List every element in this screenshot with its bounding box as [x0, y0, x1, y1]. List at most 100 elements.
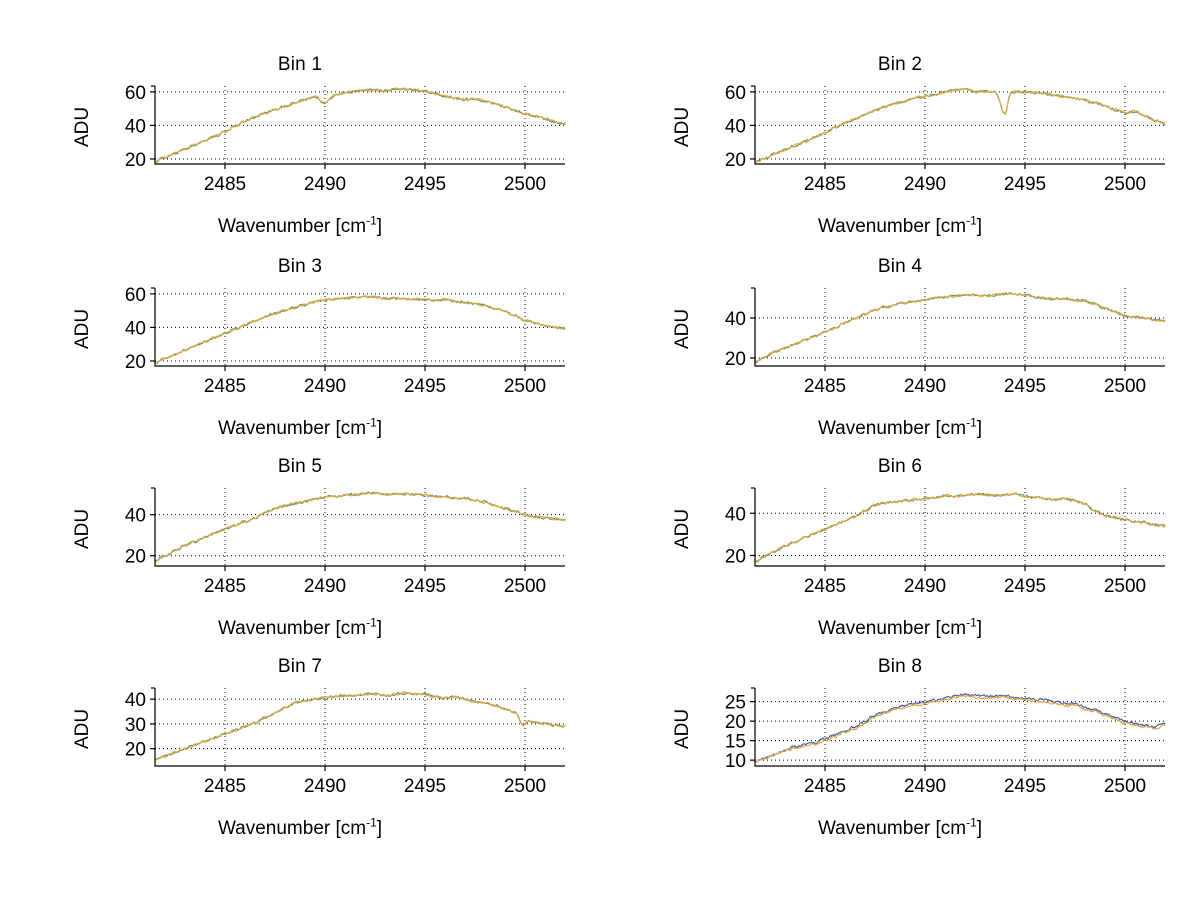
y-tick-label: 20 [125, 547, 146, 568]
x-tick-label: 2500 [504, 776, 546, 797]
x-tick-label: 2495 [404, 174, 446, 195]
y-tick-label: 20 [725, 349, 746, 370]
x-axis-label-exponent: -1 [966, 615, 977, 630]
y-axis-label: ADU [72, 106, 93, 147]
y-axis-label: ADU [672, 308, 693, 349]
y-axis-label: ADU [72, 508, 93, 549]
y-tick-label: 40 [725, 504, 746, 525]
x-axis-label-suffix: ] [376, 618, 383, 639]
x-axis-label-exponent: -1 [966, 213, 977, 228]
data-series-trace-blue [754, 693, 1166, 763]
axis-lines [154, 86, 565, 165]
panel-title: Bin 7 [277, 656, 323, 677]
x-tick-label: 2490 [304, 576, 346, 597]
x-axis-label: Wavenumber [cm-1] [600, 615, 1200, 640]
x-tick-label: 2495 [404, 776, 446, 797]
subplot-panel-7: Bin 7 ADU Wavenumber [cm-1] 2485 2490 2495 250… [0, 650, 600, 855]
data-series-trace-green [154, 691, 566, 762]
y-tick-label: 10 [725, 751, 746, 772]
y-tick-label: 40 [725, 116, 746, 137]
x-axis-label-suffix: ] [376, 818, 383, 839]
x-tick-label: 2500 [504, 174, 546, 195]
y-axis-label: ADU [672, 508, 693, 549]
y-tick-label: 60 [725, 83, 746, 104]
x-axis-label-exponent: -1 [366, 415, 377, 430]
axis-lines [754, 288, 1165, 367]
plot-area: 2485 2490 2495 2500 20 40 [725, 487, 1166, 597]
x-axis-label-prefix: Wavenumber [cm [217, 418, 367, 439]
x-axis-label-suffix: ] [376, 418, 383, 439]
panel-title: Bin 3 [277, 256, 323, 277]
x-tick-label: 2485 [204, 174, 246, 195]
panel-title: Bin 6 [877, 456, 923, 477]
data-series-trace-green [154, 295, 566, 364]
y-tick-label: 40 [125, 690, 146, 711]
x-tick-label: 2490 [304, 376, 346, 397]
x-tick-label: 2495 [1004, 376, 1046, 397]
x-axis-label-prefix: Wavenumber [cm [217, 618, 367, 639]
y-axis-label: ADU [72, 708, 93, 749]
x-axis-label-prefix: Wavenumber [cm [817, 418, 967, 439]
x-axis-label-prefix: Wavenumber [cm [217, 216, 367, 237]
x-tick-label: 2485 [804, 174, 846, 195]
x-axis-label-suffix: ] [976, 216, 983, 237]
x-axis-label-exponent: -1 [966, 815, 977, 830]
subplot-panel-6: Bin 6 ADU Wavenumber [cm-1] 2485 2490 2495 250… [600, 450, 1200, 655]
x-axis-label-exponent: -1 [366, 815, 377, 830]
y-tick-label: 40 [125, 506, 146, 527]
x-tick-label: 2490 [904, 776, 946, 797]
y-tick-label: 20 [125, 352, 146, 373]
plot-area: 2485 2490 2495 2500 20 40 60 [725, 83, 1166, 195]
data-series-trace-orange [154, 491, 566, 563]
panel-title: Bin 1 [277, 54, 323, 75]
x-tick-label: 2485 [804, 376, 846, 397]
plot-area: 2485 2490 2495 2500 20 40 60 [125, 285, 566, 397]
subplot-panel-8: Bin 8 ADU Wavenumber [cm-1] 2485 2490 2495 250… [600, 650, 1200, 855]
plot-area: 2485 2490 2495 2500 20 30 40 [125, 687, 566, 797]
y-tick-label: 20 [725, 546, 746, 567]
data-series-trace-orange [154, 87, 566, 164]
y-tick-label: 40 [125, 116, 146, 137]
x-tick-label: 2485 [204, 776, 246, 797]
x-tick-label: 2490 [904, 174, 946, 195]
x-tick-label: 2490 [304, 776, 346, 797]
x-axis-label-exponent: -1 [366, 615, 377, 630]
axis-lines [154, 288, 565, 367]
y-tick-label: 40 [725, 309, 746, 330]
y-tick-label: 20 [125, 740, 146, 761]
data-series-trace-green [754, 492, 1166, 563]
panel-title: Bin 2 [877, 54, 923, 75]
x-axis-label-suffix: ] [976, 618, 983, 639]
x-axis-label: Wavenumber [cm-1] [0, 815, 600, 840]
data-series-trace-orange [754, 87, 1166, 163]
x-tick-label: 2500 [1104, 174, 1146, 195]
y-tick-label: 20 [125, 150, 146, 171]
axis-lines [754, 86, 1165, 165]
axis-lines [754, 688, 1165, 767]
x-axis-label: Wavenumber [cm-1] [0, 615, 600, 640]
subplot-panel-5: Bin 5 ADU Wavenumber [cm-1] 2485 2490 2495 250… [0, 450, 600, 655]
axis-lines [154, 488, 565, 567]
x-tick-label: 2490 [904, 576, 946, 597]
x-axis-label-suffix: ] [976, 418, 983, 439]
x-tick-label: 2500 [504, 376, 546, 397]
x-axis-label-exponent: -1 [966, 415, 977, 430]
x-axis-label-prefix: Wavenumber [cm [817, 216, 967, 237]
axis-lines [154, 688, 565, 767]
y-tick-label: 20 [725, 150, 746, 171]
plot-area: 2485 2490 2495 2500 20 40 [725, 287, 1166, 397]
subplot-panel-1: Bin 1 ADU Wavenumber [cm-1] 2485 2490 2495 250… [0, 48, 600, 253]
plot-area: 2485 2490 2495 2500 20 40 60 [125, 83, 566, 195]
x-tick-label: 2485 [204, 576, 246, 597]
y-axis-label: ADU [672, 106, 693, 147]
y-tick-label: 60 [125, 285, 146, 306]
panel-title: Bin 8 [877, 656, 923, 677]
data-series-trace-orange [754, 492, 1166, 563]
data-series-trace-orange [154, 295, 566, 364]
data-series-trace-orange [754, 292, 1166, 363]
axis-lines [754, 488, 1165, 567]
x-tick-label: 2500 [1104, 376, 1146, 397]
x-axis-label-exponent: -1 [366, 213, 377, 228]
